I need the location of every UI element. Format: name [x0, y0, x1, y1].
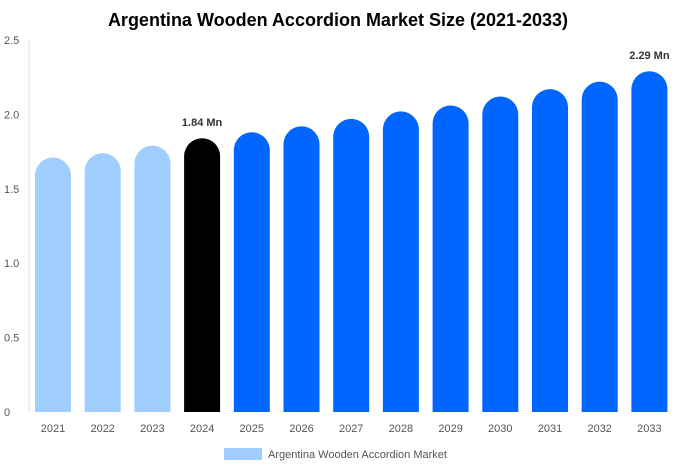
- x-tick-label: 2033: [637, 423, 661, 435]
- chart-title: Argentina Wooden Accordion Market Size (…: [108, 10, 568, 30]
- data-label: 2.29 Mn: [629, 50, 670, 62]
- y-tick-label: 0.5: [4, 333, 19, 345]
- x-tick-label: 2021: [41, 423, 65, 435]
- bar-2032[interactable]: [581, 81, 618, 412]
- legend-label[interactable]: Argentina Wooden Accordion Market: [268, 449, 447, 461]
- x-tick-label: 2024: [190, 423, 214, 435]
- x-tick-label: 2026: [289, 423, 313, 435]
- bar-2021[interactable]: [35, 157, 71, 412]
- y-tick-label: 2.0: [4, 109, 19, 121]
- y-tick-label: 0: [4, 407, 10, 419]
- bar-2025[interactable]: [233, 132, 270, 413]
- bar-2026[interactable]: [283, 126, 320, 413]
- bar-2030[interactable]: [482, 96, 519, 412]
- y-tick-label: 2.5: [4, 35, 19, 47]
- x-tick-label: 2029: [438, 423, 462, 435]
- bar-2028[interactable]: [382, 111, 419, 412]
- y-tick-label: 1.5: [4, 184, 19, 196]
- bar-2023[interactable]: [134, 145, 171, 412]
- x-tick-label: 2022: [90, 423, 114, 435]
- legend-swatch[interactable]: [224, 448, 262, 460]
- bar-2033[interactable]: [631, 71, 668, 413]
- y-tick-label: 1.0: [4, 258, 19, 270]
- x-tick-label: 2028: [389, 423, 413, 435]
- bar-2022[interactable]: [84, 153, 121, 412]
- bar-2027[interactable]: [333, 118, 370, 412]
- bar-2024[interactable]: [184, 138, 221, 412]
- bar-2029[interactable]: [432, 105, 469, 413]
- x-tick-label: 2032: [587, 423, 611, 435]
- x-tick-label: 2030: [488, 423, 512, 435]
- x-tick-label: 2031: [538, 423, 562, 435]
- x-tick-label: 2023: [140, 423, 164, 435]
- x-tick-label: 2025: [240, 423, 264, 435]
- x-tick-label: 2027: [339, 423, 363, 435]
- data-label: 1.84 Mn: [182, 117, 223, 129]
- bar-2031[interactable]: [532, 89, 568, 412]
